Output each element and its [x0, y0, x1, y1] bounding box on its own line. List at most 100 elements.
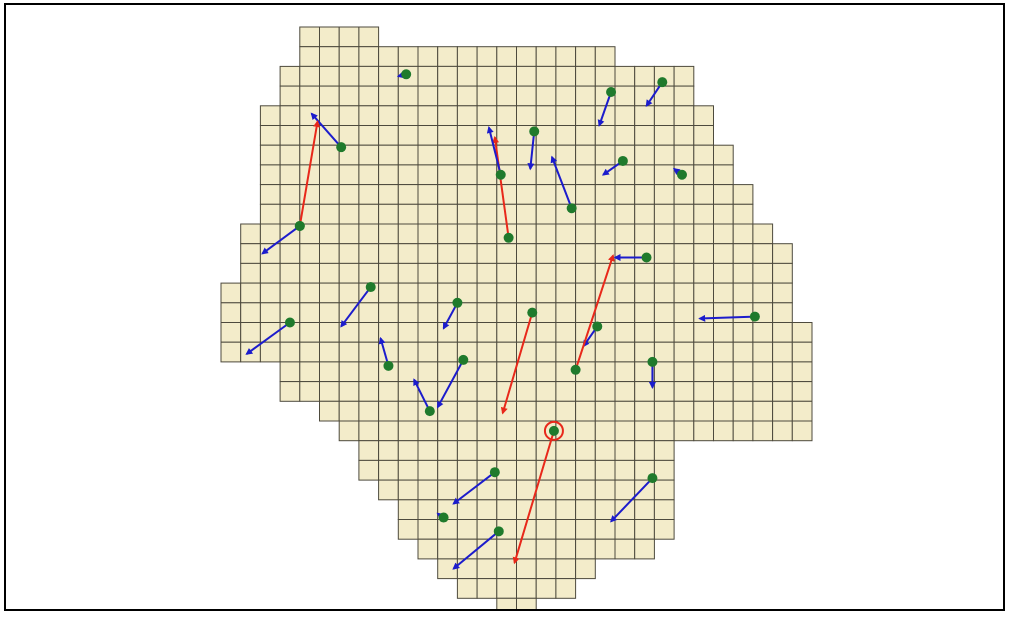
- grid-cell: [555, 519, 577, 540]
- vector-arrow-highlight: [500, 312, 534, 415]
- grid-cell: [456, 322, 478, 343]
- grid-cell: [456, 519, 478, 540]
- grid-cell: [417, 243, 439, 264]
- grid-cell: [378, 302, 399, 323]
- grid-cell: [516, 578, 537, 599]
- vector-arrow: [597, 91, 613, 127]
- station-point[interactable]: [676, 169, 687, 180]
- station-point[interactable]: [458, 354, 469, 365]
- grid-cell: [437, 85, 458, 107]
- grid-cell: [732, 420, 754, 442]
- grid-cell: [456, 85, 478, 107]
- station-point[interactable]: [641, 252, 652, 263]
- grid-cell: [555, 341, 577, 363]
- station-point[interactable]: [529, 126, 540, 137]
- grid-cell: [535, 223, 557, 245]
- grid-cell: [319, 46, 340, 67]
- station-point[interactable]: [749, 311, 760, 322]
- station-point[interactable]: [493, 526, 504, 537]
- grid-cell: [476, 302, 498, 323]
- grid-cell: [358, 223, 380, 245]
- grid-cell: [496, 46, 517, 67]
- grid-cell: [259, 262, 281, 284]
- station-point[interactable]: [336, 142, 347, 153]
- station-point[interactable]: [424, 406, 435, 417]
- station-point[interactable]: [570, 364, 581, 375]
- grid-cell: [732, 203, 754, 225]
- grid-cell: [634, 322, 655, 343]
- vector-arrow: [436, 359, 465, 409]
- station-point[interactable]: [647, 356, 658, 367]
- grid-cell: [456, 184, 478, 205]
- grid-cell: [456, 381, 478, 402]
- grid-cell: [338, 85, 360, 107]
- grid-cell: [417, 46, 439, 67]
- grid-cell: [456, 262, 478, 284]
- grid-cell: [417, 144, 439, 166]
- grid-cell: [319, 322, 340, 343]
- grid-cell: [358, 420, 380, 442]
- grid-cell: [555, 105, 577, 127]
- grid-cell: [417, 203, 439, 225]
- station-point[interactable]: [365, 282, 376, 293]
- station-point[interactable]: [566, 203, 577, 214]
- station-point[interactable]: [383, 360, 394, 371]
- station-point[interactable]: [294, 220, 305, 231]
- station-point[interactable]: [438, 512, 449, 523]
- station-point[interactable]: [495, 169, 506, 180]
- grid-cell: [535, 46, 557, 67]
- grid-cell: [358, 361, 380, 383]
- grid-cell: [496, 420, 517, 442]
- grid-cell: [594, 341, 616, 363]
- grid-cell: [279, 203, 301, 225]
- grid-cell: [634, 282, 655, 304]
- vector-arrow: [261, 225, 301, 255]
- station-point[interactable]: [606, 87, 617, 98]
- station-point[interactable]: [489, 467, 500, 478]
- grid-cell: [713, 262, 734, 284]
- grid-cell: [575, 243, 596, 264]
- grid-cell: [653, 302, 675, 323]
- grid-cell: [338, 65, 360, 87]
- grid-cell: [259, 164, 281, 186]
- station-point[interactable]: [503, 232, 514, 243]
- grid-cell: [555, 282, 577, 304]
- grid-cell: [358, 105, 380, 127]
- grid-cell: [594, 361, 616, 383]
- grid-cell: [693, 420, 714, 442]
- grid-cell: [614, 282, 636, 304]
- grid-cell: [535, 282, 557, 304]
- station-point[interactable]: [548, 425, 559, 436]
- grid-cell: [437, 381, 458, 402]
- station-point[interactable]: [284, 317, 295, 328]
- grid-cell: [614, 322, 636, 343]
- grid-cell: [437, 144, 458, 166]
- station-point[interactable]: [647, 473, 658, 484]
- grid-cell: [437, 65, 458, 87]
- grid-cell: [575, 381, 596, 402]
- grid-cell: [673, 302, 695, 323]
- station-point[interactable]: [592, 321, 603, 332]
- grid-cell: [575, 459, 596, 481]
- grid-cell: [397, 85, 419, 107]
- grid-cell: [535, 538, 557, 560]
- grid-cell: [535, 184, 557, 205]
- grid-cell: [713, 203, 734, 225]
- grid-cell: [378, 85, 399, 107]
- grid-cell: [575, 400, 596, 422]
- station-point[interactable]: [617, 155, 628, 166]
- grid-cell: [437, 479, 458, 501]
- grid-cell: [417, 282, 439, 304]
- grid-cell: [378, 105, 399, 127]
- station-point[interactable]: [452, 297, 463, 308]
- grid-cell: [279, 144, 301, 166]
- grid-cell: [378, 125, 399, 146]
- station-point[interactable]: [527, 307, 538, 318]
- station-point[interactable]: [657, 77, 668, 88]
- station-point[interactable]: [401, 69, 412, 80]
- grid-cell: [614, 400, 636, 422]
- grid-cell: [535, 164, 557, 186]
- grid-cell: [397, 519, 419, 540]
- grid-cell: [338, 262, 360, 284]
- grid-cell: [673, 85, 695, 107]
